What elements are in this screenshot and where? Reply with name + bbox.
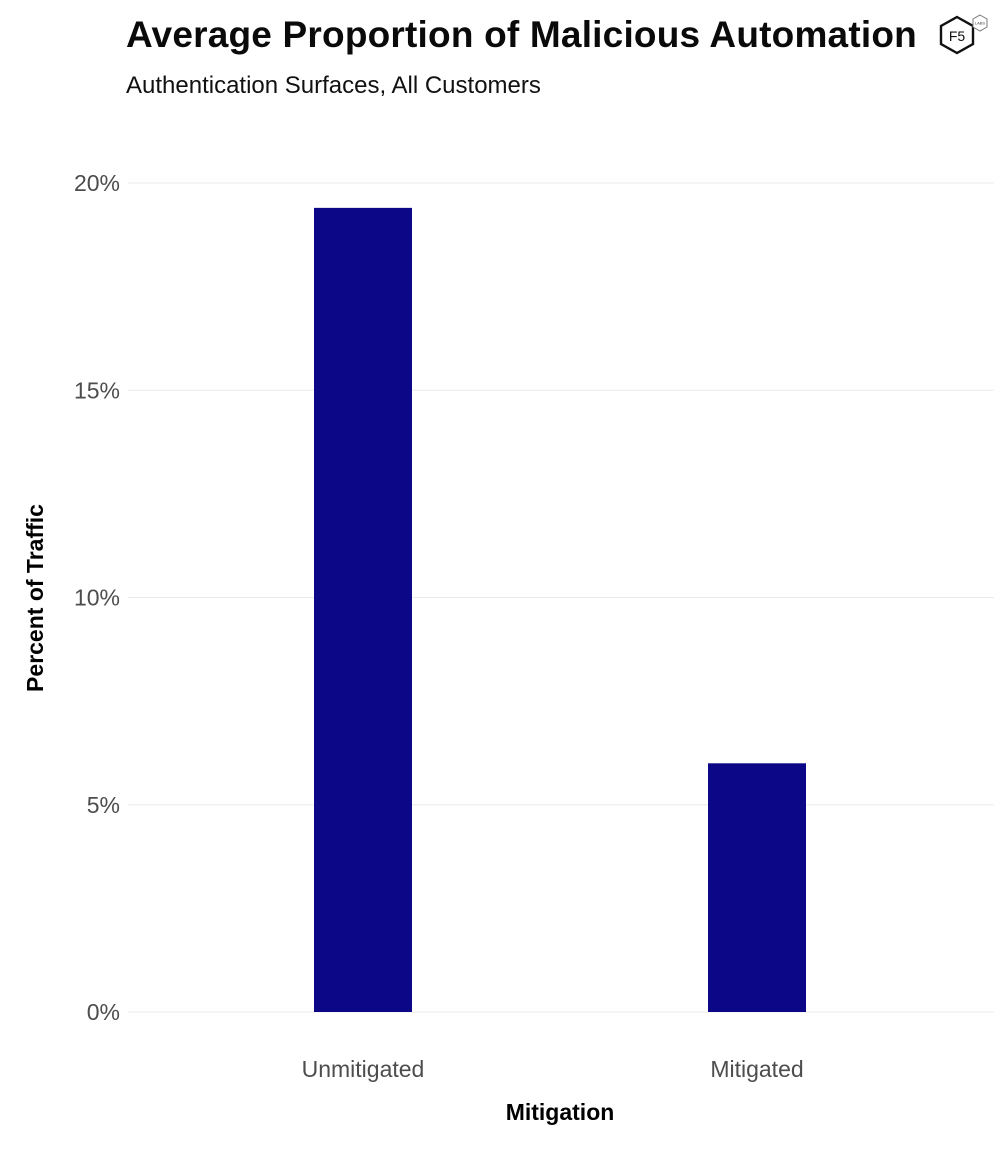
y-tick-label: 15%	[74, 377, 120, 403]
y-tick-label: 5%	[87, 792, 120, 818]
chart-subtitle: Authentication Surfaces, All Customers	[126, 72, 541, 99]
logo-badge-text: LABS	[975, 21, 986, 26]
bar-mitigated	[708, 763, 806, 1012]
logo-text: F5	[949, 28, 966, 44]
logo-badge-hexagon	[972, 14, 988, 32]
grid-lines	[128, 182, 994, 1013]
y-tick-label: 20%	[74, 170, 120, 196]
x-tick-label: Mitigated	[710, 1056, 803, 1082]
y-axis-ticks: 0% 5% 10% 15% 20%	[74, 170, 120, 1025]
x-tick-label: Unmitigated	[302, 1056, 425, 1082]
y-axis-title: Percent of Traffic	[22, 504, 48, 692]
x-axis-title: Mitigation	[506, 1099, 615, 1125]
y-tick-label: 0%	[87, 999, 120, 1025]
bars	[314, 207, 806, 1012]
f5-labs-logo: F5 LABS	[939, 14, 988, 55]
x-axis-ticks: Unmitigated Mitigated	[302, 1056, 804, 1082]
bar-unmitigated	[314, 207, 412, 1012]
chart-title: Average Proportion of Malicious Automati…	[126, 14, 917, 55]
y-tick-label: 10%	[74, 585, 120, 611]
